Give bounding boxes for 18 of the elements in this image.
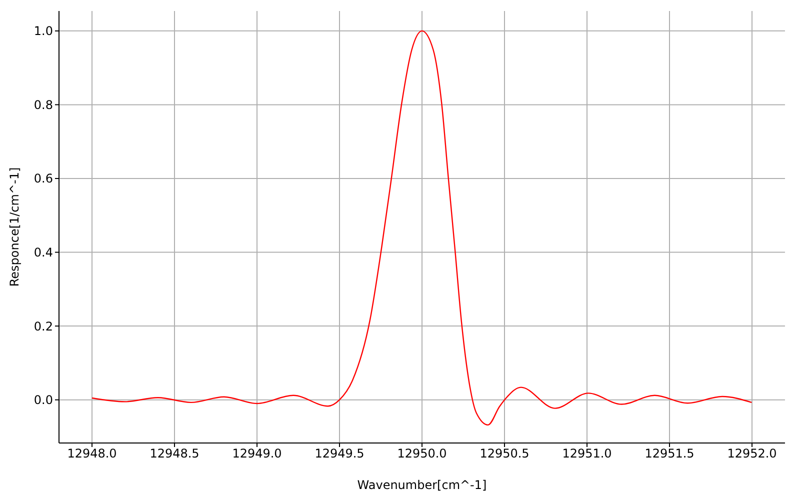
y-tick-label: 0.4 [34,246,53,260]
y-tick-label: 0.6 [34,172,53,186]
y-axis-title: Responce[1/cm^-1] [7,167,22,287]
x-tick-label: 12950.5 [480,446,530,461]
x-axis-title: Wavenumber[cm^-1] [357,478,487,491]
x-tick-label: 12948.0 [67,446,117,461]
x-tick-label: 12952.0 [727,446,777,461]
y-tick-label: 0.0 [34,393,53,408]
x-tick-label: 12949.0 [232,446,282,461]
x-tick-label: 12948.5 [150,446,200,461]
x-tick-label: 12951.5 [644,446,694,461]
line-series [91,30,752,426]
x-tick-label: 12951.0 [562,446,612,461]
x-tick-label: 12949.5 [314,446,364,461]
x-tick-label: 12950.0 [397,446,447,461]
y-tick-label: 0.8 [34,98,53,112]
y-tick-label: 0.2 [34,319,53,334]
y-tick-label: 1.0 [34,24,53,38]
